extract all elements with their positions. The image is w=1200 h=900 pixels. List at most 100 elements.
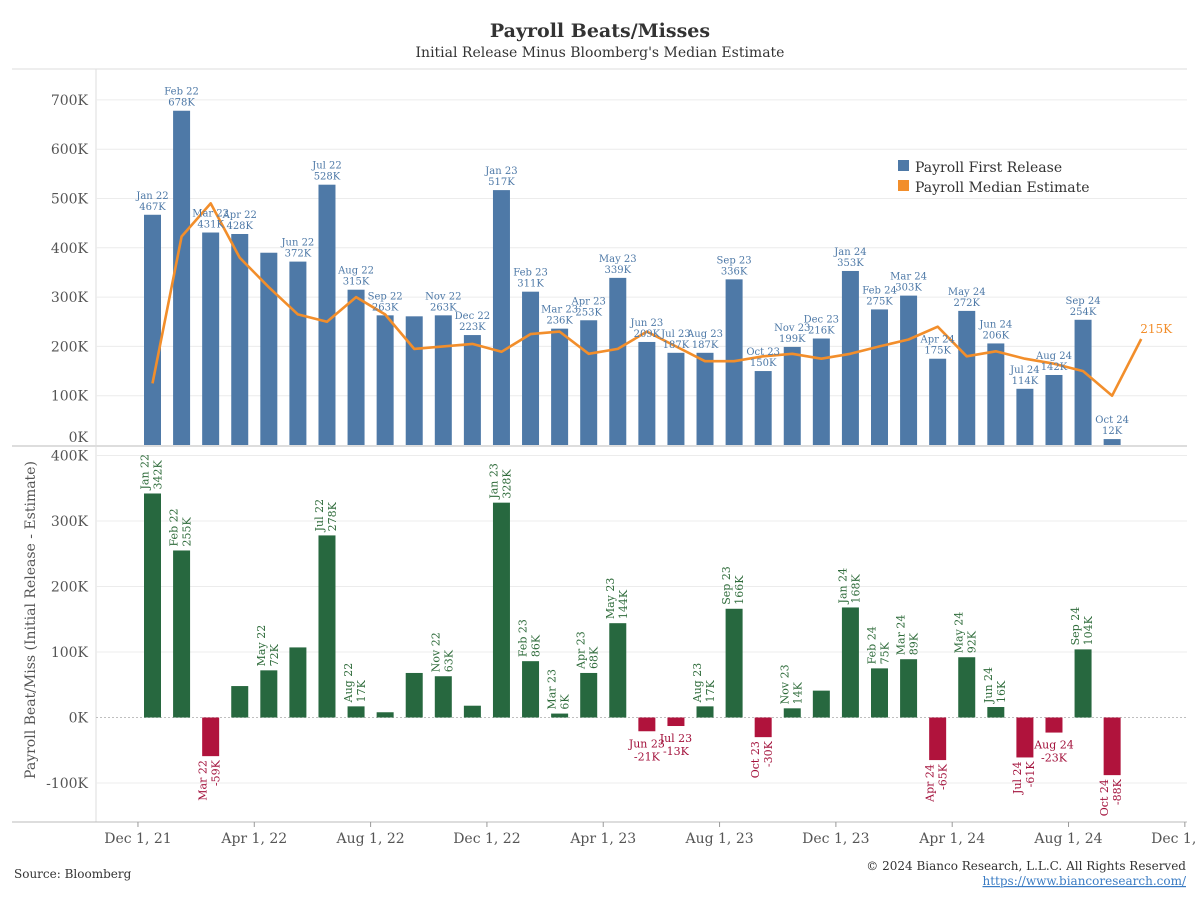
x-tick-label: Dec 1, 22	[453, 831, 520, 847]
release-bar-label: Jul 24 114K	[1009, 365, 1040, 387]
release-bar-label: Jun 23 209K	[629, 318, 663, 340]
release-bars	[144, 110, 1121, 446]
beat-bar	[958, 657, 976, 718]
beat-bar	[492, 502, 510, 718]
bottom-y-tick-label: 200K	[51, 580, 89, 596]
beat-bar	[871, 668, 888, 718]
release-bar-label: Dec 23 216K	[804, 315, 839, 337]
x-tick-label: Dec 1, 21	[104, 831, 171, 847]
top-y-tick-label: 700K	[51, 93, 89, 109]
release-bar	[551, 328, 569, 445]
beat-bar-label: Mar 2489K	[895, 615, 921, 656]
release-bar-label: Sep 24 254K	[1066, 296, 1101, 318]
release-bar	[929, 358, 947, 445]
release-bar	[987, 343, 1005, 445]
release-bar	[1103, 439, 1121, 445]
top-y-axis: 0K 100K 200K 300K 400K 500K 600K 700K	[51, 93, 89, 446]
release-bar	[1074, 319, 1092, 445]
beat-bar-label: Feb 22255K	[168, 508, 194, 546]
release-bar-label: Jan 22 467K	[135, 191, 168, 213]
x-tick-label: Aug 1, 23	[684, 831, 753, 847]
release-bar	[173, 110, 191, 445]
legend-release-swatch	[898, 160, 909, 171]
release-bar-label: Feb 24 275K	[862, 285, 897, 307]
miss-bar-label: Jul 24-61K	[1011, 761, 1037, 795]
release-bar-label: Aug 24 142K	[1035, 351, 1072, 373]
beat-bar-label: Jan 22342K	[139, 454, 165, 491]
chart-subtitle: Initial Release Minus Bloomberg's Median…	[416, 45, 785, 61]
beat-bar	[551, 713, 569, 718]
release-bar	[231, 233, 249, 445]
beat-miss-bars	[144, 493, 1121, 776]
x-tick-label: Aug 1, 22	[336, 831, 405, 847]
miss-bar-label: Jun 23 -21K	[628, 737, 665, 763]
release-bar	[958, 310, 976, 445]
release-bar	[754, 371, 772, 445]
copyright-note: © 2024 Bianco Research, L.L.C. All Right…	[866, 859, 1186, 873]
release-bar-label: Sep 23 336K	[717, 255, 752, 277]
bottom-grid	[12, 446, 1187, 823]
release-bar-label: Apr 24 175K	[920, 335, 955, 357]
miss-bar	[638, 717, 656, 732]
release-bar-label: Nov 23 199K	[774, 323, 810, 345]
release-bar-label: May 24 272K	[948, 287, 986, 309]
top-y-tick-label: 200K	[51, 339, 89, 355]
release-bar-label: Mar 24 303K	[890, 272, 927, 294]
miss-bar-label: Mar 22-59K	[197, 759, 223, 800]
release-bar-label: Aug 23 187K	[686, 329, 723, 351]
beat-bar	[725, 608, 743, 718]
release-bar	[376, 315, 394, 445]
beat-bar-label: Jun 2416K	[982, 667, 1008, 704]
release-bar	[347, 289, 365, 445]
website-link[interactable]: https://www.biancoresearch.com/	[982, 874, 1186, 888]
release-bar-label: Apr 23 253K	[571, 296, 606, 318]
beat-bar-label: Apr 2368K	[575, 631, 601, 670]
x-tick-label: Dec 1, 23	[802, 831, 869, 847]
miss-bar-label: Aug 24 -23K	[1033, 739, 1074, 765]
release-bar	[289, 261, 307, 445]
chart-title: Payroll Beats/Misses	[490, 20, 710, 42]
beat-bar	[434, 676, 452, 718]
miss-bar	[929, 717, 947, 761]
beat-bar-label: Feb 2475K	[866, 626, 892, 664]
release-bar-label: Apr 22 428K	[222, 210, 257, 232]
beat-bar-label: May 2272K	[255, 625, 281, 667]
miss-bar-label: Oct 23-30K	[749, 740, 775, 778]
beat-bar-label: Mar 236K	[546, 669, 572, 710]
release-bar	[522, 291, 540, 445]
release-bar-label: Jul 22 528K	[311, 161, 342, 183]
release-bar-label: Oct 23 150K	[746, 347, 780, 369]
bottom-y-axis-label: Payroll Beat/Miss (Initial Release - Est…	[23, 461, 39, 779]
release-bar	[318, 184, 336, 446]
beat-bar	[289, 647, 307, 718]
release-bar	[812, 338, 830, 445]
miss-bar-label: Jul 23 -13K	[659, 732, 693, 758]
bottom-y-tick-label: 300K	[51, 514, 89, 530]
estimate-last-label: 215K	[1140, 322, 1173, 336]
bottom-y-tick-label: -100K	[46, 776, 88, 792]
beat-bar-label: Jul 22278K	[313, 499, 339, 533]
release-bar	[405, 316, 423, 445]
miss-bar	[754, 717, 772, 738]
beat-bar	[144, 493, 161, 718]
beat-bar-label: May 23144K	[604, 578, 630, 620]
beat-bar-label: Aug 2217K	[342, 663, 368, 704]
release-bar-label: Jan 24 353K	[833, 247, 866, 269]
release-bar-label: Jun 22 372K	[281, 238, 315, 260]
top-y-tick-label: 0K	[69, 430, 89, 446]
top-y-tick-label: 600K	[51, 142, 89, 158]
beat-bar	[580, 672, 598, 718]
release-bar	[638, 341, 656, 445]
release-bar	[1016, 388, 1034, 445]
x-tick-label: Aug 1, 24	[1033, 831, 1102, 847]
bottom-y-tick-label: 400K	[51, 449, 89, 465]
beat-bar-label: Sep 24104K	[1069, 607, 1095, 646]
beat-bar	[173, 550, 191, 718]
release-bar-label: Mar 23 236K	[541, 305, 578, 327]
beat-bar	[1074, 649, 1092, 718]
beat-bar-label: Nov 2314K	[778, 664, 804, 704]
top-y-tick-label: 500K	[51, 192, 89, 208]
